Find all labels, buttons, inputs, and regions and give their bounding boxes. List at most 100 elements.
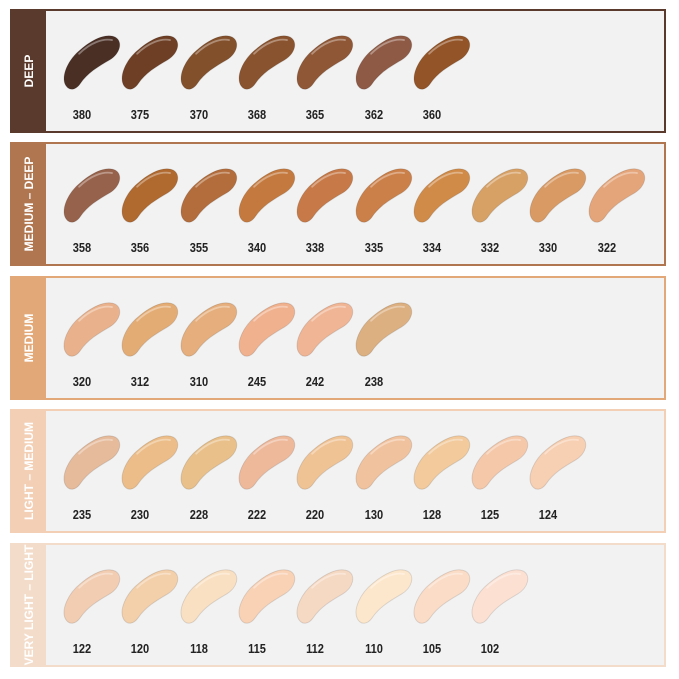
shade-swatch[interactable]: 115 (234, 561, 298, 657)
shade-group-panel: MEDIUM – DEEP 358 356 355 340 338 335 334 332 330… (10, 142, 666, 266)
shade-code: 335 (364, 240, 383, 255)
swatch-blob (413, 168, 471, 223)
group-label: DEEP (22, 54, 36, 88)
swatch-blob (296, 302, 354, 357)
shade-swatch[interactable]: 242 (292, 294, 356, 390)
shade-group-panel: MEDIUM 320 312 310 245 242 238 (10, 276, 666, 400)
shade-code: 375 (131, 107, 150, 122)
shade-swatch[interactable]: 120 (117, 561, 181, 657)
shade-swatch[interactable]: 102 (467, 561, 531, 657)
shade-swatch[interactable]: 360 (409, 27, 473, 123)
swatch-blob (413, 569, 471, 624)
shade-code: 228 (189, 507, 208, 522)
shade-code: 368 (247, 107, 267, 122)
swatch-blob (238, 435, 296, 490)
swatch-blob (471, 168, 529, 223)
shade-code: 365 (305, 107, 325, 122)
swatch-blob (296, 569, 354, 624)
shade-swatch[interactable]: 112 (292, 561, 356, 657)
shade-swatch[interactable]: 228 (176, 427, 240, 523)
shade-code: 356 (131, 240, 150, 255)
shade-code: 122 (72, 641, 92, 656)
shade-swatch[interactable]: 238 (351, 294, 415, 390)
swatch-blob (180, 435, 237, 490)
swatch-blob (180, 168, 237, 223)
swatch-blob (63, 435, 121, 490)
shade-swatch[interactable]: 118 (176, 561, 240, 657)
group-label: LIGHT – MEDIUM (22, 422, 36, 520)
shade-swatch[interactable]: 312 (117, 294, 181, 390)
swatch-blob (413, 35, 471, 90)
shade-code: 222 (247, 507, 267, 522)
shade-code: 362 (364, 107, 383, 122)
shade-swatch[interactable]: 380 (59, 27, 123, 123)
shade-swatch[interactable]: 340 (234, 160, 298, 256)
shade-code: 332 (480, 240, 500, 255)
shade-code: 128 (422, 507, 442, 522)
swatch-blob (121, 168, 179, 223)
shade-code: 322 (597, 240, 616, 255)
swatch-blob (121, 302, 179, 357)
shade-code: 334 (422, 240, 442, 255)
shade-code: 340 (247, 240, 267, 255)
shade-swatch[interactable]: 110 (351, 561, 415, 657)
group-label: VERY LIGHT – LIGHT (22, 544, 36, 666)
shade-swatch[interactable]: 322 (584, 160, 648, 256)
group-label-bar: LIGHT – MEDIUM (12, 411, 46, 531)
shade-swatch[interactable]: 332 (467, 160, 531, 256)
swatch-blob (121, 569, 179, 624)
shade-swatch[interactable]: 358 (59, 160, 123, 256)
swatch-blob (63, 35, 121, 90)
swatch-blob (355, 569, 412, 624)
shade-swatch[interactable]: 230 (117, 427, 181, 523)
shade-swatch[interactable]: 370 (176, 27, 240, 123)
swatch-blob (180, 302, 237, 357)
shade-code: 105 (422, 641, 442, 656)
shade-code: 245 (247, 374, 267, 389)
shade-swatch[interactable]: 334 (409, 160, 473, 256)
shade-code: 355 (189, 240, 208, 255)
shade-code: 110 (364, 641, 383, 656)
shade-swatch[interactable]: 222 (234, 427, 298, 523)
shade-swatch[interactable]: 122 (59, 561, 123, 657)
swatch-blob (121, 435, 179, 490)
shade-group-panel: DEEP 380 375 370 368 365 362 360 (10, 9, 666, 133)
shade-swatch[interactable]: 124 (525, 427, 589, 523)
shade-swatch[interactable]: 375 (117, 27, 181, 123)
shade-swatch[interactable]: 320 (59, 294, 123, 390)
shade-code: 102 (480, 641, 500, 656)
shade-code: 125 (480, 507, 500, 522)
shade-swatch[interactable]: 130 (351, 427, 415, 523)
group-label-bar: DEEP (12, 11, 46, 131)
shade-swatch[interactable]: 105 (409, 561, 473, 657)
shade-code: 124 (539, 507, 558, 522)
shade-swatch[interactable]: 356 (117, 160, 181, 256)
shade-code: 330 (539, 240, 558, 255)
shade-swatch[interactable]: 338 (292, 160, 356, 256)
shade-code: 380 (72, 107, 92, 122)
swatch-blob (296, 35, 354, 90)
shade-swatch[interactable]: 355 (176, 160, 240, 256)
shade-group-panel: VERY LIGHT – LIGHT 122 120 118 115 112 110 105 1… (10, 543, 666, 667)
shade-swatch[interactable]: 220 (292, 427, 356, 523)
shade-swatch[interactable]: 365 (292, 27, 356, 123)
swatch-blob (355, 435, 412, 490)
shade-swatch[interactable]: 245 (234, 294, 298, 390)
swatch-blob (296, 168, 354, 223)
shade-swatch[interactable]: 235 (59, 427, 123, 523)
shade-swatch[interactable]: 335 (351, 160, 415, 256)
swatch-blob (355, 302, 412, 357)
shade-swatch[interactable]: 362 (351, 27, 415, 123)
swatch-blob (471, 435, 529, 490)
group-label-bar: MEDIUM – DEEP (12, 144, 46, 264)
shade-code: 338 (305, 240, 325, 255)
shade-swatch[interactable]: 330 (525, 160, 589, 256)
shade-swatch[interactable]: 128 (409, 427, 473, 523)
shade-swatch[interactable]: 368 (234, 27, 298, 123)
shade-code: 112 (306, 641, 325, 656)
shade-swatch[interactable]: 125 (467, 427, 531, 523)
swatch-blob (180, 35, 237, 90)
shade-code: 115 (247, 641, 266, 656)
shade-swatch[interactable]: 310 (176, 294, 240, 390)
shade-code: 320 (72, 374, 92, 389)
